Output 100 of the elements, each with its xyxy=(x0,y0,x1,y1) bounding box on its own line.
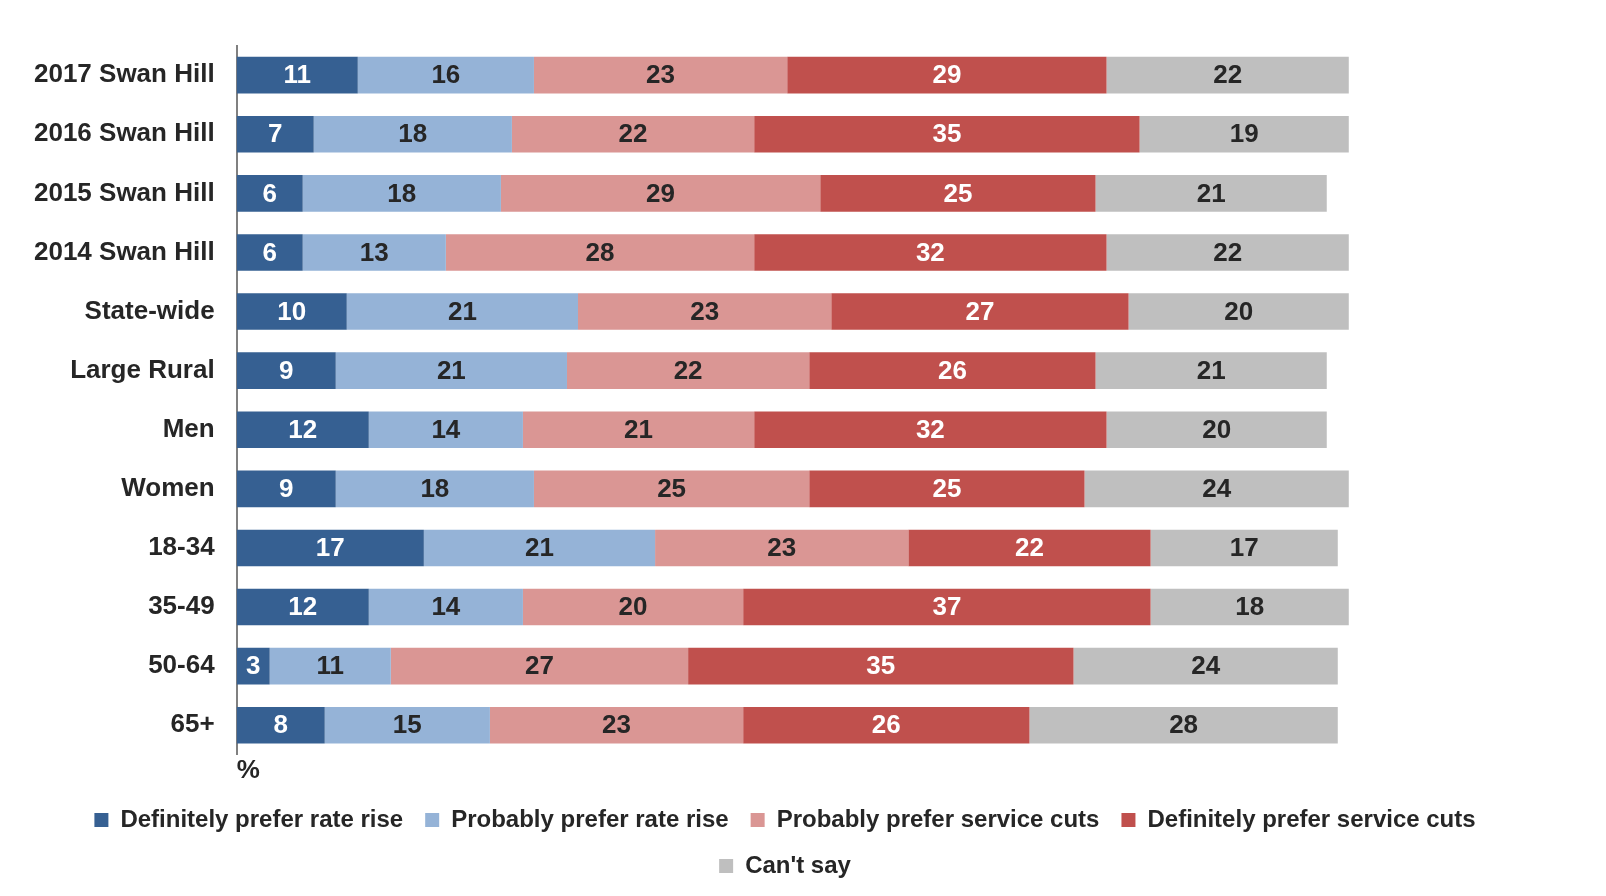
bar xyxy=(1095,352,1327,389)
bar xyxy=(655,529,909,567)
data-label: 25 xyxy=(932,473,962,504)
data-label: 14 xyxy=(431,413,461,444)
data-label: 19 xyxy=(1229,118,1259,149)
bar xyxy=(754,411,1107,449)
legend-label: Definitely prefer service cuts xyxy=(1147,804,1476,832)
y-tick-label: State-wide xyxy=(84,294,215,325)
bar xyxy=(787,56,1107,94)
data-label: 17 xyxy=(1229,532,1259,563)
bar xyxy=(831,293,1129,330)
bar xyxy=(236,706,325,744)
bar xyxy=(743,706,1030,744)
data-label: 21 xyxy=(436,354,466,385)
legend-label: Probably prefer rate rise xyxy=(451,804,729,832)
data-label: 18 xyxy=(398,118,428,149)
data-label: 22 xyxy=(673,354,703,385)
bar xyxy=(1095,175,1327,212)
data-label: 32 xyxy=(915,413,945,444)
bar xyxy=(522,411,755,449)
data-label: 11 xyxy=(283,59,311,90)
data-label: 3 xyxy=(245,650,261,681)
data-label: 21 xyxy=(1196,177,1226,208)
data-label: 6 xyxy=(262,177,277,208)
bar xyxy=(236,470,336,508)
bar xyxy=(236,588,369,626)
y-tick-label: 2016 Swan Hill xyxy=(33,117,215,148)
y-tick-label: 18-34 xyxy=(148,531,216,562)
data-label: 23 xyxy=(602,709,631,740)
bar xyxy=(313,115,512,153)
data-label: 25 xyxy=(657,473,687,504)
bar xyxy=(368,588,523,626)
data-label: 35 xyxy=(932,118,962,149)
data-label: 10 xyxy=(277,295,307,326)
data-label: 6 xyxy=(262,236,277,267)
data-label: 28 xyxy=(1169,709,1199,740)
bar xyxy=(236,293,347,330)
data-label: 21 xyxy=(1196,354,1226,385)
data-label: 28 xyxy=(585,236,615,267)
data-label: 20 xyxy=(1224,295,1254,326)
data-label: 13 xyxy=(359,236,389,267)
data-label: 23 xyxy=(767,532,797,563)
bar xyxy=(511,115,755,153)
data-label: 22 xyxy=(1015,532,1044,563)
bar xyxy=(743,588,1151,626)
bar xyxy=(390,647,689,685)
legend-label: Probably prefer service cuts xyxy=(776,804,1100,832)
bar xyxy=(236,411,369,449)
bar xyxy=(302,234,446,271)
bar xyxy=(1128,293,1349,330)
data-label: 18 xyxy=(387,177,417,208)
data-label: 20 xyxy=(1202,413,1232,444)
data-label: 24 xyxy=(1202,473,1232,504)
data-label: 7 xyxy=(267,118,283,149)
data-label: 22 xyxy=(1213,59,1243,90)
data-label: 22 xyxy=(618,118,648,149)
data-label: 26 xyxy=(937,354,967,385)
bar xyxy=(1139,115,1349,153)
bar xyxy=(236,115,314,153)
data-label: 23 xyxy=(690,295,720,326)
data-label: 27 xyxy=(524,650,554,681)
bar xyxy=(533,56,788,94)
legend-label: Definitely prefer rate rise xyxy=(120,804,404,832)
bar xyxy=(489,706,744,744)
bar xyxy=(1106,234,1349,271)
data-label: 26 xyxy=(871,709,901,740)
bar xyxy=(500,175,821,212)
data-label: 21 xyxy=(447,295,477,326)
data-label: 22 xyxy=(1213,236,1243,267)
y-tick-label: 50-64 xyxy=(148,649,216,680)
data-label: 29 xyxy=(932,59,962,90)
bar xyxy=(335,352,567,389)
bar xyxy=(445,234,755,271)
bar xyxy=(269,647,391,685)
data-label: 35 xyxy=(866,650,896,681)
bar xyxy=(754,115,1140,153)
bar xyxy=(324,706,490,744)
bar xyxy=(423,529,656,567)
bar xyxy=(577,293,832,330)
data-label: 23 xyxy=(646,59,676,90)
data-label: 24 xyxy=(1191,650,1221,681)
data-label: 14 xyxy=(431,591,461,622)
bar xyxy=(820,175,1096,212)
bar xyxy=(533,470,810,508)
bar xyxy=(236,175,303,212)
data-label: 32 xyxy=(915,236,945,267)
x-axis-title: % xyxy=(236,753,260,784)
y-tick-label: 2015 Swan Hill xyxy=(33,176,215,207)
y-tick-label: Men xyxy=(162,412,215,443)
data-label: 8 xyxy=(273,709,288,740)
bar xyxy=(522,588,744,626)
y-tick-label: Large Rural xyxy=(70,353,215,384)
bar xyxy=(1106,56,1349,94)
bar xyxy=(1106,411,1327,449)
bar xyxy=(809,352,1096,389)
data-label: 37 xyxy=(932,591,962,622)
bar xyxy=(236,234,303,271)
bar xyxy=(809,470,1085,508)
data-label: 20 xyxy=(618,591,648,622)
data-label: 27 xyxy=(965,295,995,326)
